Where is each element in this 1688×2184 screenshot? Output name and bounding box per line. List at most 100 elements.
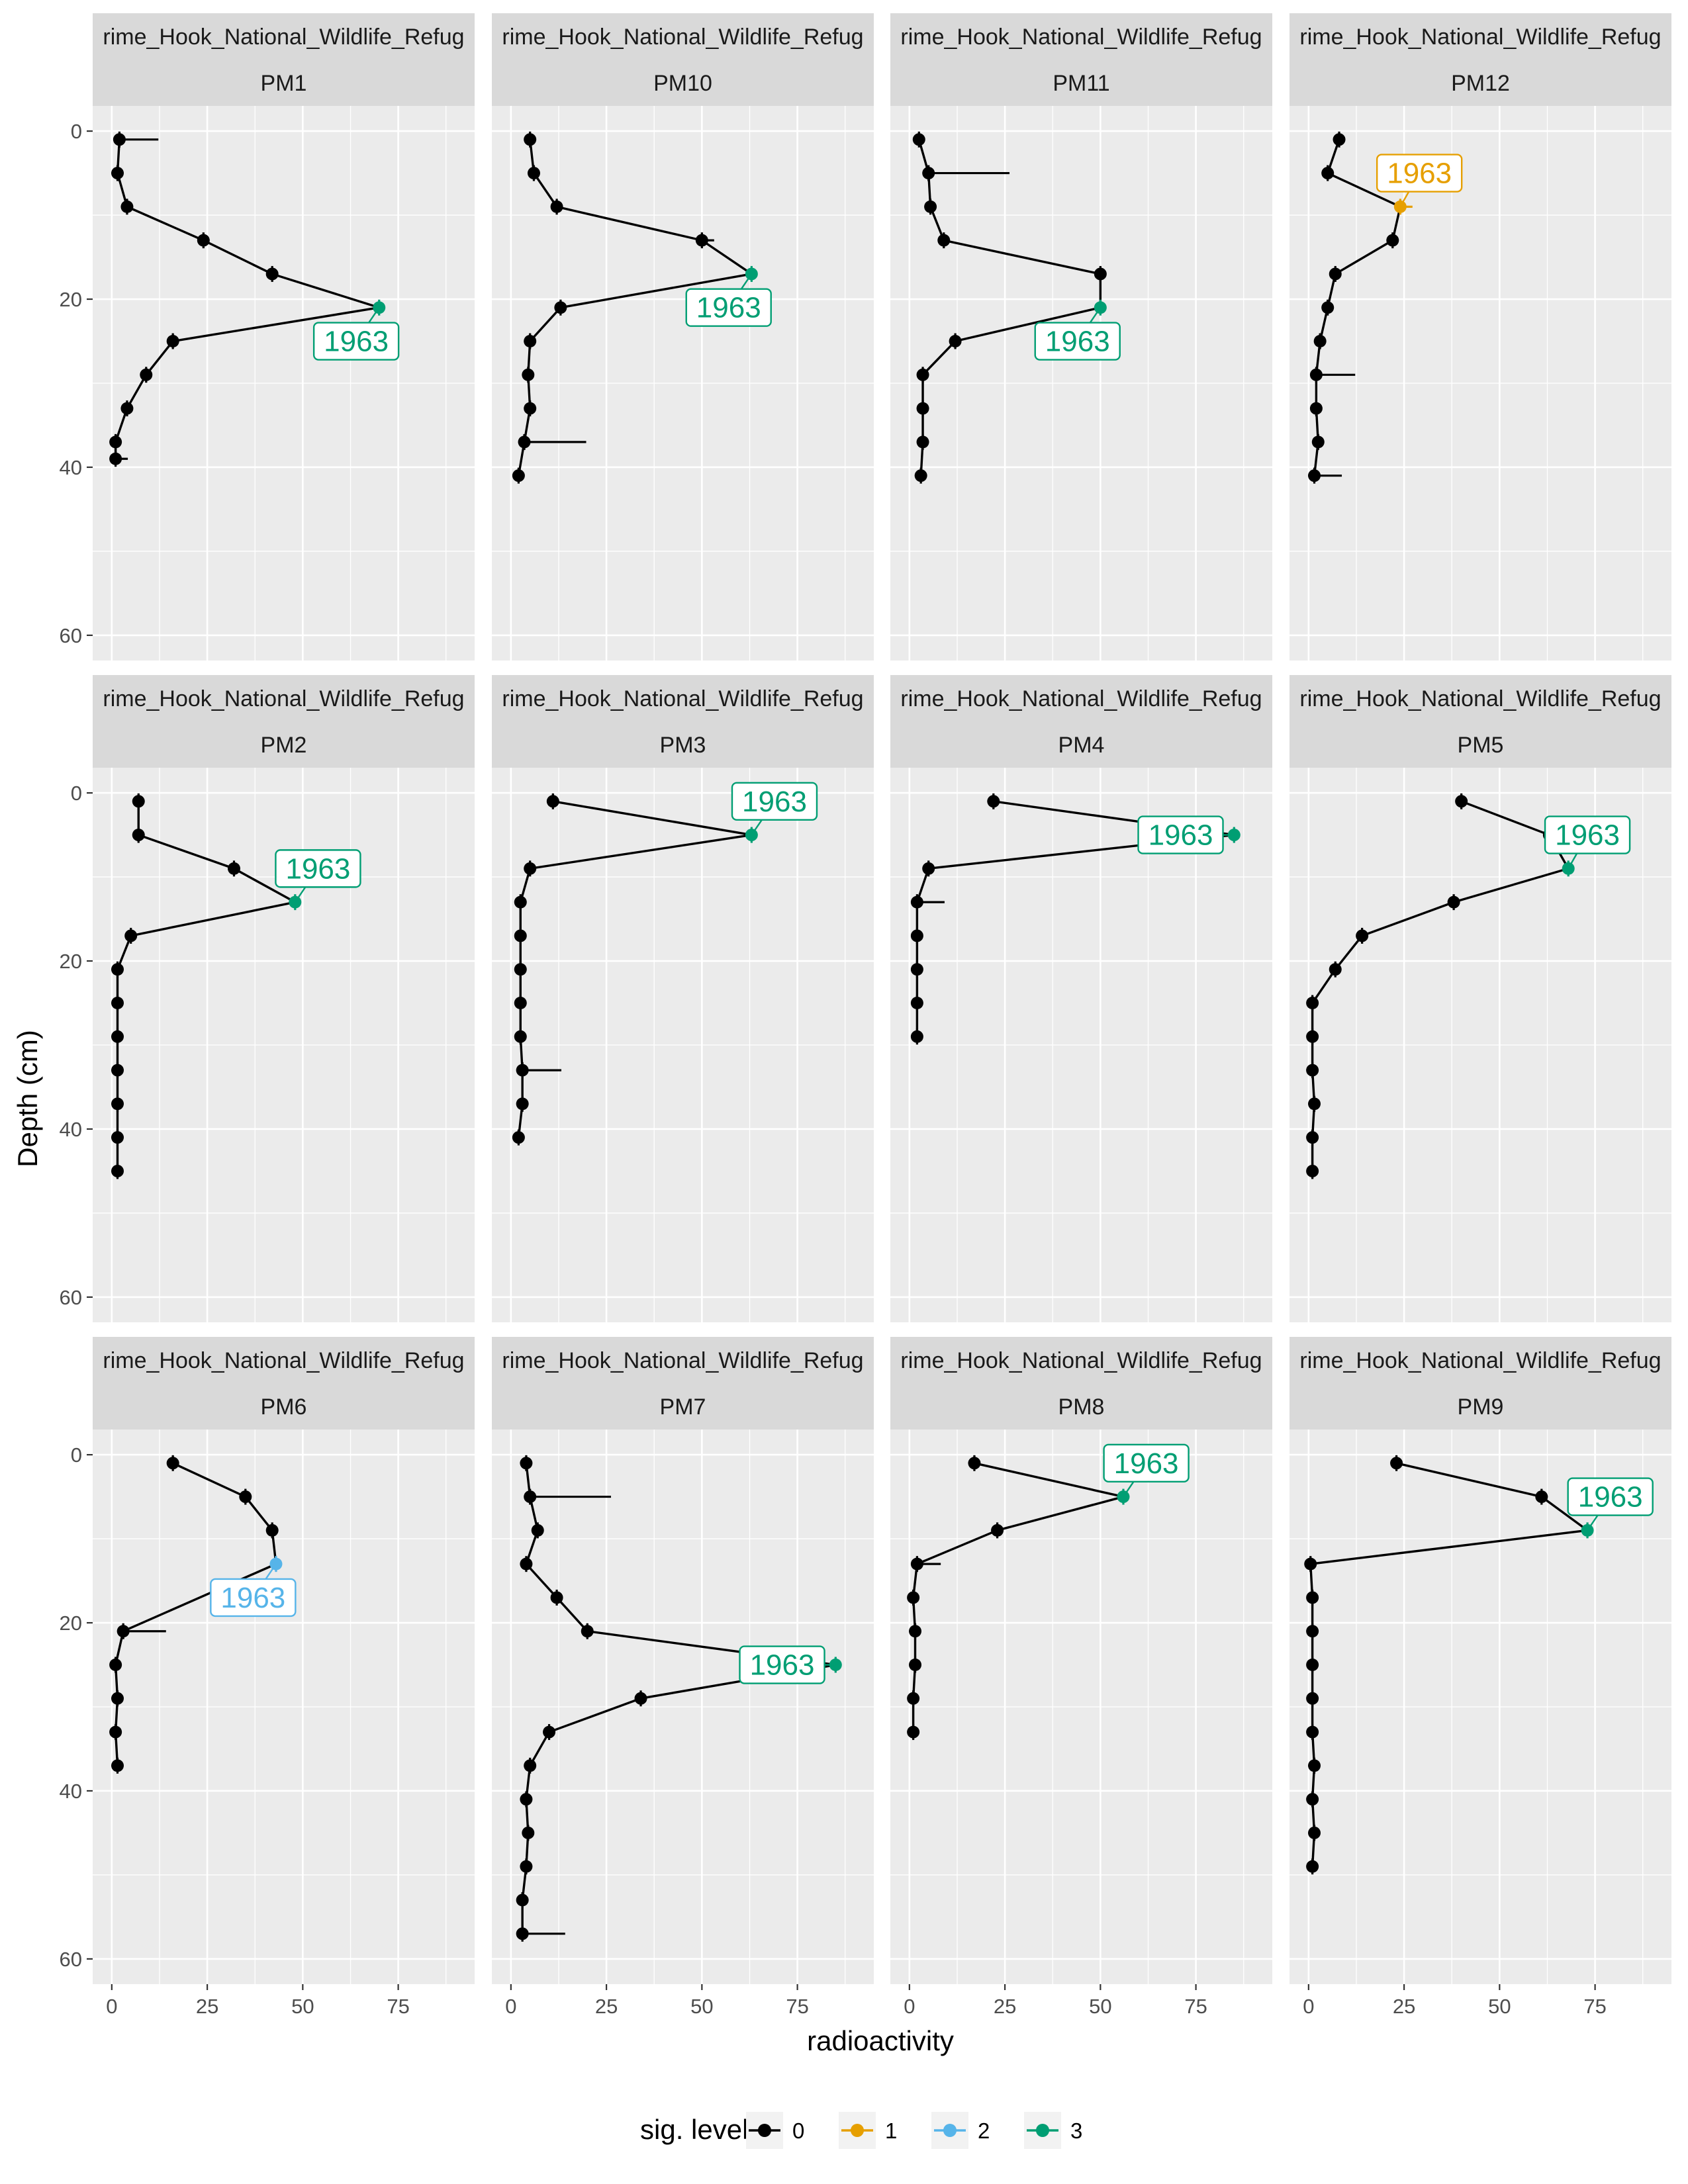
data-point bbox=[909, 1625, 922, 1638]
data-point bbox=[111, 167, 124, 180]
data-point bbox=[527, 167, 540, 180]
data-point bbox=[991, 1524, 1004, 1537]
data-point bbox=[1306, 1659, 1319, 1672]
data-point bbox=[239, 1490, 252, 1504]
gridlines bbox=[1289, 1430, 1671, 1984]
data-point bbox=[1447, 895, 1460, 909]
data-point bbox=[520, 1557, 533, 1570]
core-strip bbox=[890, 60, 1272, 106]
data-point bbox=[1386, 234, 1399, 247]
gridlines bbox=[93, 1430, 475, 1984]
site-strip bbox=[1289, 1337, 1671, 1383]
gridlines bbox=[1289, 768, 1671, 1322]
panel-pm8: rime_Hook_National_Wildlife_Refug PM8 1963 bbox=[890, 1337, 1272, 1984]
x-tick-label: 0 bbox=[106, 1995, 117, 2018]
core-strip-label: PM4 bbox=[1058, 733, 1105, 758]
data-point bbox=[516, 1927, 529, 1940]
data-point bbox=[987, 795, 1000, 808]
data-point bbox=[1306, 997, 1319, 1010]
data-point bbox=[907, 1591, 920, 1604]
data-point bbox=[120, 402, 134, 415]
data-point bbox=[1306, 1725, 1319, 1739]
data-point bbox=[1306, 1793, 1319, 1806]
legend-key-point bbox=[1036, 2124, 1049, 2137]
site-strip bbox=[890, 1337, 1272, 1383]
data-point bbox=[518, 435, 531, 449]
gridlines bbox=[93, 768, 475, 1322]
site-strip bbox=[890, 675, 1272, 721]
gridlines bbox=[890, 1430, 1272, 1984]
data-point bbox=[1308, 469, 1321, 482]
data-point bbox=[1356, 929, 1369, 942]
data-point bbox=[512, 1131, 525, 1144]
y-tick-label: 20 bbox=[60, 950, 82, 973]
site-strip-label: rime_Hook_National_Wildlife_Refug bbox=[900, 24, 1262, 50]
site-strip-label: rime_Hook_National_Wildlife_Refug bbox=[1299, 1348, 1661, 1373]
label-text: 1963 bbox=[750, 1649, 815, 1682]
data-point bbox=[910, 963, 923, 976]
data-point bbox=[910, 1030, 923, 1043]
y-axis: 0 20 40 60 0 20 40 60 0 20 40 60 bbox=[60, 120, 93, 1971]
legend: sig. level 0 1 2 3 bbox=[640, 2112, 1082, 2149]
legend-item-3: 3 bbox=[1024, 2112, 1082, 2149]
data-point bbox=[197, 234, 210, 247]
data-point bbox=[524, 1490, 537, 1504]
core-strip bbox=[93, 1383, 475, 1430]
site-strip-label: rime_Hook_National_Wildlife_Refug bbox=[103, 686, 464, 711]
y-tick-label: 40 bbox=[60, 1780, 82, 1803]
site-strip-label: rime_Hook_National_Wildlife_Refug bbox=[900, 686, 1262, 711]
label-text: 1963 bbox=[1578, 1481, 1643, 1514]
data-point bbox=[550, 1591, 563, 1604]
x-tick-label: 25 bbox=[196, 1995, 218, 2018]
y-tick-label: 20 bbox=[60, 288, 82, 311]
core-strip bbox=[93, 60, 475, 106]
panel-pm10: rime_Hook_National_Wildlife_Refug PM10 196… bbox=[492, 13, 874, 660]
core-strip-label: PM5 bbox=[1458, 733, 1504, 758]
data-point bbox=[109, 1725, 122, 1739]
label-text: 1963 bbox=[324, 326, 389, 358]
y-tick-label: 60 bbox=[60, 1286, 82, 1309]
x-tick-label: 25 bbox=[994, 1995, 1016, 2018]
panel-pm9: rime_Hook_National_Wildlife_Refug PM9 1963 bbox=[1289, 1337, 1671, 1984]
data-point bbox=[543, 1725, 556, 1739]
core-strip-label: PM8 bbox=[1058, 1394, 1105, 1420]
data-point bbox=[910, 1557, 923, 1570]
data-point bbox=[166, 335, 179, 348]
core-strip bbox=[492, 1383, 874, 1430]
data-point bbox=[109, 1659, 122, 1672]
y-tick-label: 20 bbox=[60, 1612, 82, 1635]
data-point bbox=[265, 1524, 279, 1537]
data-point bbox=[516, 1097, 529, 1111]
data-point bbox=[1306, 1030, 1319, 1043]
core-strip-label: PM6 bbox=[261, 1394, 307, 1420]
data-point bbox=[916, 368, 929, 381]
data-point bbox=[695, 234, 708, 247]
data-point bbox=[120, 200, 134, 213]
core-strip-label: PM1 bbox=[261, 71, 307, 96]
panel-pm1: rime_Hook_National_Wildlife_Refug PM1 1963 bbox=[93, 13, 475, 660]
site-strip-label: rime_Hook_National_Wildlife_Refug bbox=[502, 686, 863, 711]
site-strip-label: rime_Hook_National_Wildlife_Refug bbox=[900, 1348, 1262, 1373]
data-point bbox=[520, 1457, 533, 1470]
site-strip-label: rime_Hook_National_Wildlife_Refug bbox=[502, 1348, 863, 1373]
label-box bbox=[1544, 815, 1631, 854]
data-point bbox=[1306, 1591, 1319, 1604]
site-strip bbox=[1289, 13, 1671, 60]
data-point bbox=[524, 402, 537, 415]
y-axis-title: Depth (cm) bbox=[12, 1030, 43, 1167]
data-point bbox=[1306, 1860, 1319, 1873]
panel-pm2: rime_Hook_National_Wildlife_Refug PM2 1963 bbox=[93, 675, 475, 1322]
data-point bbox=[1306, 1625, 1319, 1638]
y-tick-label: 0 bbox=[71, 120, 82, 143]
x-tick-label: 0 bbox=[505, 1995, 516, 2018]
label-box bbox=[275, 849, 361, 888]
x-tick-label: 75 bbox=[1583, 1995, 1606, 2018]
label-box bbox=[210, 1578, 297, 1617]
site-strip bbox=[492, 1337, 874, 1383]
core-strip-label: PM2 bbox=[261, 733, 307, 758]
data-point bbox=[949, 335, 962, 348]
core-strip-label: PM12 bbox=[1451, 71, 1510, 96]
y-tick-label: 40 bbox=[60, 1118, 82, 1141]
data-point bbox=[1308, 1759, 1321, 1772]
core-strip-label: PM9 bbox=[1458, 1394, 1504, 1420]
